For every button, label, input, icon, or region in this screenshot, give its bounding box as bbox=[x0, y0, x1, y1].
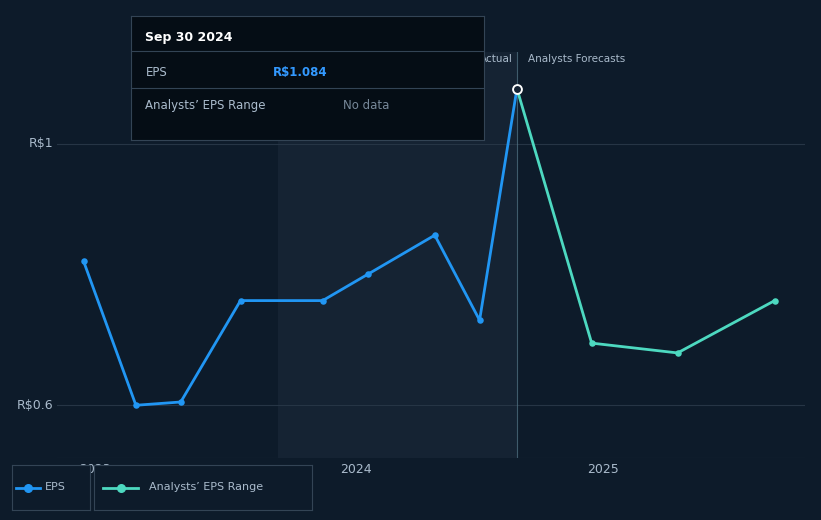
Point bbox=[768, 296, 782, 305]
Point bbox=[130, 401, 143, 409]
Text: Analysts Forecasts: Analysts Forecasts bbox=[528, 54, 626, 64]
Point bbox=[77, 257, 90, 266]
Point bbox=[511, 84, 524, 93]
Point bbox=[429, 231, 442, 239]
Text: Analysts’ EPS Range: Analysts’ EPS Range bbox=[145, 99, 266, 112]
Point bbox=[234, 296, 247, 305]
Text: R$1: R$1 bbox=[29, 137, 53, 150]
Point bbox=[21, 484, 34, 492]
Text: Sep 30 2024: Sep 30 2024 bbox=[145, 31, 233, 44]
Text: R$1.084: R$1.084 bbox=[273, 66, 328, 79]
Bar bbox=[277, 52, 517, 458]
Point bbox=[174, 398, 187, 406]
Point bbox=[511, 84, 524, 93]
Point bbox=[114, 484, 127, 492]
Text: R$0.6: R$0.6 bbox=[17, 399, 53, 412]
Text: No data: No data bbox=[343, 99, 389, 112]
Text: EPS: EPS bbox=[45, 483, 66, 492]
Text: Actual: Actual bbox=[480, 54, 513, 64]
Point bbox=[316, 296, 329, 305]
Point bbox=[585, 339, 599, 347]
Text: Analysts’ EPS Range: Analysts’ EPS Range bbox=[149, 483, 263, 492]
Text: EPS: EPS bbox=[145, 66, 167, 79]
Point bbox=[671, 349, 684, 357]
Point bbox=[361, 270, 374, 279]
Point bbox=[473, 316, 486, 324]
